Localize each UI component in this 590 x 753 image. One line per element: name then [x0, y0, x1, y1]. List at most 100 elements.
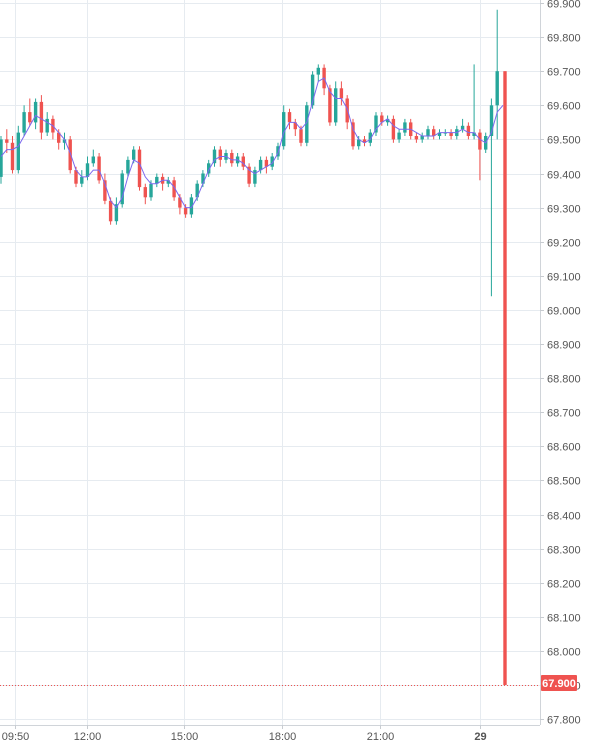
candle-body: [97, 156, 101, 181]
candle: [39, 95, 44, 140]
candle-body: [328, 88, 332, 123]
candle: [33, 98, 38, 130]
moving-average: [0, 77, 504, 209]
candle: [380, 112, 384, 126]
candle-body: [270, 156, 274, 167]
candle-body: [103, 180, 107, 201]
candle-body: [120, 173, 124, 205]
candle-body: [74, 170, 78, 184]
candle: [437, 129, 442, 140]
y-tick-label: 69.400: [547, 170, 581, 182]
candle-body: [114, 204, 119, 222]
candle: [230, 149, 234, 167]
candle-body: [195, 183, 199, 198]
y-tick-label: 68.100: [547, 613, 581, 625]
candle: [155, 173, 159, 188]
candle: [207, 159, 211, 177]
candle-body: [460, 125, 465, 130]
candle: [472, 64, 476, 140]
candle-body: [299, 129, 303, 143]
candle-body: [432, 129, 436, 136]
candle-body: [305, 105, 309, 143]
candle: [28, 98, 32, 126]
candle: [183, 204, 188, 218]
candle: [334, 81, 338, 126]
candle-body: [449, 132, 453, 136]
candle-body: [339, 88, 344, 99]
candle-body: [5, 139, 9, 143]
y-tick-label: 67.800: [547, 715, 581, 727]
candle-body: [201, 173, 205, 184]
candle: [432, 125, 436, 140]
candle: [45, 112, 49, 136]
y-tick-label: 69.600: [547, 101, 581, 113]
candle-body: [212, 149, 217, 164]
candle-body: [33, 101, 38, 123]
candle: [426, 125, 430, 140]
current-price-tag-label: 67.900: [542, 678, 576, 690]
candle-body: [466, 125, 471, 136]
candle-body: [108, 200, 113, 222]
candle-body: [80, 176, 84, 184]
candle: [478, 129, 482, 181]
candle-body: [68, 139, 72, 171]
y-axis-ticks: 69.900 69.800 69.700 69.600 69.500 69.400 69.3…: [540, 0, 581, 727]
candle: [5, 129, 9, 153]
candle: [68, 136, 72, 174]
candle: [357, 136, 361, 150]
x-tick-label: 21:00: [367, 731, 395, 743]
y-tick-label: 68.200: [547, 579, 581, 591]
candle: [293, 118, 297, 136]
candle: [362, 136, 367, 147]
candle: [368, 129, 372, 147]
candle-body: [57, 132, 61, 143]
candle-body: [351, 122, 355, 147]
candle-body: [310, 74, 315, 106]
candle-body: [126, 159, 130, 174]
candle: [247, 163, 251, 188]
y-tick-label: 68.400: [547, 511, 581, 523]
axes: 69.900 69.800 69.700 69.600 69.500 69.400 69.3…: [0, 0, 581, 743]
candle: [420, 132, 424, 143]
candle-body: [16, 132, 20, 171]
candle-body: [45, 118, 49, 133]
candle: [212, 146, 217, 167]
candle: [287, 108, 292, 130]
candle-body: [368, 132, 372, 143]
candle: [16, 125, 20, 174]
candle: [374, 112, 378, 136]
candle-body: [39, 101, 44, 133]
candle-body: [287, 112, 292, 123]
candle: [351, 118, 355, 150]
current-price-tag: 67.900: [541, 675, 577, 691]
x-axis-ticks: 09:50 12:00 15:00 18:00 21:00 29: [2, 725, 487, 743]
candle: [403, 118, 407, 136]
candle: [449, 129, 453, 140]
y-tick-label: 69.200: [547, 238, 581, 250]
candle-body: [420, 136, 424, 140]
candle: [305, 101, 309, 147]
candle-body: [189, 197, 194, 215]
candle-body: [166, 180, 170, 184]
candle-body: [316, 67, 320, 75]
candle-body: [403, 122, 407, 133]
y-tick-label: 68.600: [547, 442, 581, 454]
y-tick-label: 69.700: [547, 67, 581, 79]
y-tick-label: 68.300: [547, 545, 581, 557]
candle-body: [178, 197, 182, 208]
candle-body: [478, 132, 482, 150]
candle-body: [0, 139, 3, 177]
candle-body: [503, 71, 507, 685]
candle: [160, 173, 165, 191]
x-tick-label: 12:00: [74, 731, 102, 743]
candle-body: [241, 156, 245, 167]
y-tick-label: 68.900: [547, 340, 581, 352]
candle-body: [437, 132, 442, 136]
candle: [108, 197, 113, 225]
candle-body: [10, 142, 15, 171]
candle-body: [91, 156, 95, 164]
candle-body: [207, 163, 211, 174]
grid-lines: [0, 0, 540, 725]
